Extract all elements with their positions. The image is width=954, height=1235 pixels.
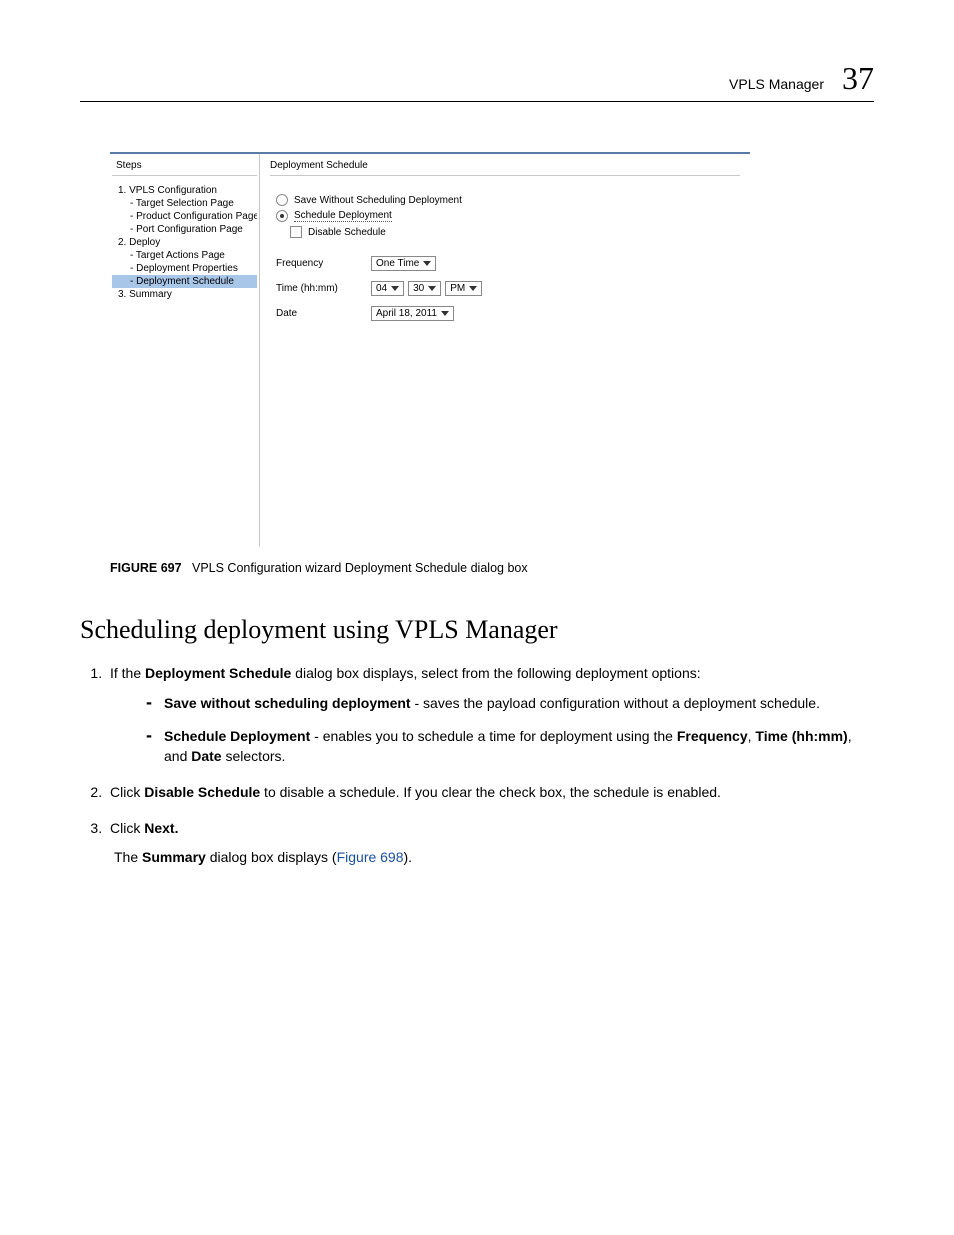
step-1-option-save: Save without scheduling deployment - sav… <box>146 693 874 713</box>
text: dialog box displays, select from the fol… <box>291 665 700 681</box>
dropdown-value: April 18, 2011 <box>376 308 437 319</box>
text: dialog box displays ( <box>206 849 337 865</box>
step-1-option-schedule: Schedule Deployment - enables you to sch… <box>146 726 874 767</box>
checkbox-disable-schedule[interactable]: Disable Schedule <box>270 226 740 238</box>
chevron-down-icon <box>441 311 449 316</box>
text: to disable a schedule. If you clear the … <box>260 784 721 800</box>
dropdown-value: 30 <box>413 283 424 294</box>
text: Click <box>110 820 144 836</box>
chapter-number: 37 <box>842 60 874 97</box>
time-hh-dropdown[interactable]: 04 <box>371 281 404 296</box>
text-bold: Date <box>191 748 221 764</box>
text: - enables you to schedule a time for dep… <box>310 728 677 744</box>
dropdown-value: 04 <box>376 283 387 294</box>
chevron-down-icon <box>469 286 477 291</box>
text-bold: Schedule Deployment <box>164 728 310 744</box>
time-label: Time (hh:mm) <box>270 283 371 294</box>
row-frequency: Frequency One Time <box>270 256 740 271</box>
wizard-step[interactable]: - Port Configuration Page <box>112 223 257 236</box>
text-bold: Summary <box>142 849 206 865</box>
figure-698-link[interactable]: Figure 698 <box>337 849 404 865</box>
text: ). <box>404 849 413 865</box>
step-2: Click Disable Schedule to disable a sche… <box>106 782 874 802</box>
radio-schedule-deployment[interactable]: Schedule Deployment <box>270 210 740 222</box>
wizard-step[interactable]: - Product Configuration Page <box>112 210 257 223</box>
frequency-label: Frequency <box>270 258 371 269</box>
radio-save-without-scheduling[interactable]: Save Without Scheduling Deployment <box>270 194 740 206</box>
text-bold: Disable Schedule <box>144 784 260 800</box>
date-label: Date <box>270 308 371 319</box>
wizard-step[interactable]: - Target Actions Page <box>112 249 257 262</box>
text: The <box>114 849 142 865</box>
chevron-down-icon <box>428 286 436 291</box>
text: - saves the payload configuration withou… <box>411 695 820 711</box>
checkbox-icon <box>290 226 302 238</box>
step-3: Click Next. The Summary dialog box displ… <box>106 818 874 867</box>
wizard-step[interactable]: - Deployment Properties <box>112 262 257 275</box>
time-ampm-dropdown[interactable]: PM <box>445 281 482 296</box>
row-time: Time (hh:mm) 04 30 PM <box>270 281 740 296</box>
dropdown-value: PM <box>450 283 465 294</box>
wizard-step[interactable]: 3. Summary <box>112 288 257 301</box>
figure-number: FIGURE 697 <box>110 561 182 575</box>
steps-panel: Steps 1. VPLS Configuration- Target Sele… <box>110 154 260 547</box>
wizard-step[interactable]: 1. VPLS Configuration <box>112 184 257 197</box>
figure-caption: FIGURE 697 VPLS Configuration wizard Dep… <box>110 561 874 575</box>
header-title: VPLS Manager <box>729 76 824 92</box>
chevron-down-icon <box>423 261 431 266</box>
text-bold: Deployment Schedule <box>145 665 291 681</box>
wizard-step[interactable]: - Target Selection Page <box>112 197 257 210</box>
text: If the <box>110 665 145 681</box>
frequency-dropdown[interactable]: One Time <box>371 256 436 271</box>
schedule-content-panel: Deployment Schedule Save Without Schedul… <box>260 154 750 547</box>
date-dropdown[interactable]: April 18, 2011 <box>371 306 454 321</box>
radio-icon-selected <box>276 210 288 222</box>
text-bold: Next. <box>144 820 178 836</box>
radio-label: Schedule Deployment <box>294 210 392 222</box>
wizard-step[interactable]: - Deployment Schedule <box>112 275 257 288</box>
step-3-result: The Summary dialog box displays (Figure … <box>114 847 874 867</box>
wizard-step[interactable]: 2. Deploy <box>112 236 257 249</box>
text: selectors. <box>222 748 286 764</box>
figure-caption-text: VPLS Configuration wizard Deployment Sch… <box>192 561 528 575</box>
time-mm-dropdown[interactable]: 30 <box>408 281 441 296</box>
checkbox-label: Disable Schedule <box>308 227 386 238</box>
text-bold: Frequency <box>677 728 748 744</box>
section-heading: Scheduling deployment using VPLS Manager <box>80 615 874 645</box>
text-bold: Time (hh:mm) <box>755 728 847 744</box>
chevron-down-icon <box>391 286 399 291</box>
text-bold: Save without scheduling deployment <box>164 695 411 711</box>
steps-panel-title: Steps <box>112 160 257 176</box>
radio-label: Save Without Scheduling Deployment <box>294 195 462 206</box>
deployment-schedule-dialog: Steps 1. VPLS Configuration- Target Sele… <box>110 152 750 547</box>
radio-icon <box>276 194 288 206</box>
row-date: Date April 18, 2011 <box>270 306 740 321</box>
page-header: VPLS Manager 37 <box>80 60 874 102</box>
procedure-list: If the Deployment Schedule dialog box di… <box>80 663 874 867</box>
text: Click <box>110 784 144 800</box>
content-panel-title: Deployment Schedule <box>270 160 740 176</box>
step-1: If the Deployment Schedule dialog box di… <box>106 663 874 766</box>
dropdown-value: One Time <box>376 258 419 269</box>
